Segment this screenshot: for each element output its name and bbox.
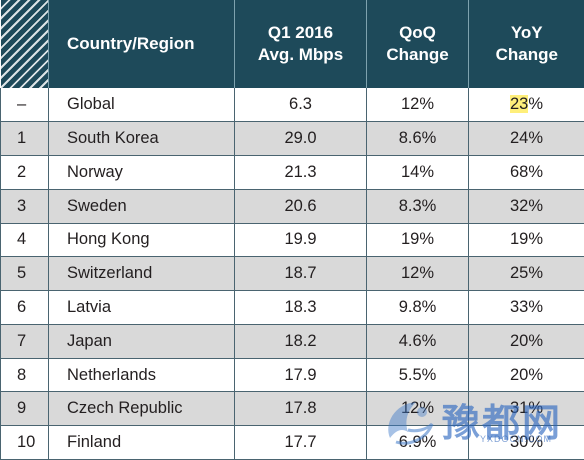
table-row: 7 Japan 18.2 4.6% 20% xyxy=(0,324,584,359)
yoy-cell: 23% xyxy=(468,88,584,123)
qoq-cell: 4.6% xyxy=(366,324,469,359)
header-yoy-line1: YoY xyxy=(510,23,543,42)
table-row: 4 Hong Kong 19.9 19% 19% xyxy=(0,223,584,258)
rank-cell: 6 xyxy=(0,290,49,325)
speed-cell: 21.3 xyxy=(234,155,367,190)
speed-cell: 18.7 xyxy=(234,256,367,292)
country-cell: Latvia xyxy=(48,290,235,325)
qoq-cell: 12% xyxy=(366,391,469,427)
speed-cell: 20.6 xyxy=(234,189,367,224)
speed-cell: 17.9 xyxy=(234,358,367,393)
qoq-cell: 19% xyxy=(366,223,469,258)
qoq-cell: 8.6% xyxy=(366,121,469,157)
yoy-cell: 24% xyxy=(468,121,584,157)
speed-cell: 18.3 xyxy=(234,290,367,325)
table-row: 9 Czech Republic 17.8 12% 31% xyxy=(0,391,584,427)
yoy-cell: 30% xyxy=(468,425,584,460)
header-speed-line1: Q1 2016 xyxy=(267,23,334,42)
yoy-cell: 32% xyxy=(468,189,584,224)
speed-cell: 18.2 xyxy=(234,324,367,359)
header-speed-line2: Avg. Mbps xyxy=(257,45,344,64)
country-cell: Global xyxy=(48,88,235,123)
country-cell: South Korea xyxy=(48,121,235,157)
yoy-percent-sign: % xyxy=(528,95,544,114)
header-yoy-change: YoY Change xyxy=(469,0,584,88)
hatched-corner-cell xyxy=(0,0,49,88)
qoq-cell: 6.9% xyxy=(366,425,469,460)
rank-cell: 1 xyxy=(0,121,49,157)
rank-cell: 5 xyxy=(0,256,49,292)
rank-cell: 8 xyxy=(0,358,49,393)
speed-cell: 29.0 xyxy=(234,121,367,157)
country-cell: Norway xyxy=(48,155,235,190)
header-row: Country/Region Q1 2016 Avg. Mbps QoQ Cha… xyxy=(0,0,584,88)
table-row: 6 Latvia 18.3 9.8% 33% xyxy=(0,290,584,325)
yoy-cell: 31% xyxy=(468,391,584,427)
rank-cell: – xyxy=(0,88,49,123)
header-country-region: Country/Region xyxy=(48,0,235,88)
yoy-cell: 33% xyxy=(468,290,584,325)
qoq-cell: 12% xyxy=(366,88,469,123)
rank-cell: 7 xyxy=(0,324,49,359)
country-cell: Japan xyxy=(48,324,235,359)
yoy-cell: 25% xyxy=(468,256,584,292)
table-row: 1 South Korea 29.0 8.6% 24% xyxy=(0,121,584,157)
country-cell: Switzerland xyxy=(48,256,235,292)
header-yoy-line2: Change xyxy=(495,45,558,64)
speed-cell: 6.3 xyxy=(234,88,367,123)
highlighted-value: 23 xyxy=(509,95,529,114)
country-cell: Czech Republic xyxy=(48,391,235,427)
table-row: 10 Finland 17.7 6.9% 30% xyxy=(0,425,584,460)
speed-cell: 19.9 xyxy=(234,223,367,258)
country-cell: Finland xyxy=(48,425,235,460)
qoq-cell: 14% xyxy=(366,155,469,190)
country-cell: Hong Kong xyxy=(48,223,235,258)
rank-cell: 10 xyxy=(0,425,49,460)
yoy-cell: 20% xyxy=(468,358,584,393)
rank-cell: 9 xyxy=(0,391,49,427)
rank-cell: 4 xyxy=(0,223,49,258)
header-qoq-change: QoQ Change xyxy=(366,0,469,88)
table-row: 5 Switzerland 18.7 12% 25% xyxy=(0,256,584,292)
table-row: – Global 6.3 12% 23% xyxy=(0,88,584,123)
rank-cell: 2 xyxy=(0,155,49,190)
qoq-cell: 5.5% xyxy=(366,358,469,393)
header-avg-speed: Q1 2016 Avg. Mbps xyxy=(234,0,367,88)
yoy-cell: 19% xyxy=(468,223,584,258)
yoy-cell: 68% xyxy=(468,155,584,190)
rank-cell: 3 xyxy=(0,189,49,224)
country-cell: Netherlands xyxy=(48,358,235,393)
header-qoq-line2: Change xyxy=(386,45,449,64)
header-qoq-line1: QoQ xyxy=(399,23,436,42)
speed-cell: 17.8 xyxy=(234,391,367,427)
table-row: 2 Norway 21.3 14% 68% xyxy=(0,155,584,190)
qoq-cell: 8.3% xyxy=(366,189,469,224)
table-row: 3 Sweden 20.6 8.3% 32% xyxy=(0,189,584,224)
speed-cell: 17.7 xyxy=(234,425,367,460)
country-cell: Sweden xyxy=(48,189,235,224)
yoy-cell: 20% xyxy=(468,324,584,359)
qoq-cell: 9.8% xyxy=(366,290,469,325)
qoq-cell: 12% xyxy=(366,256,469,292)
table-row: 8 Netherlands 17.9 5.5% 20% xyxy=(0,358,584,393)
